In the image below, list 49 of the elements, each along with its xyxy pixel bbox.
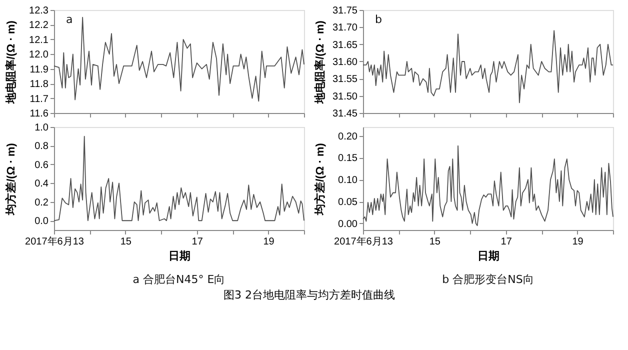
- y-tick-label: 0.15: [338, 153, 358, 164]
- y-tick-label: 11.6: [30, 108, 49, 120]
- y-axis-title: 地电阻率/(Ω · m): [4, 20, 18, 104]
- y-tick-label: 1.0: [34, 122, 49, 134]
- y-tick-label: 31.60: [332, 57, 358, 68]
- line-series: [54, 16, 304, 102]
- caption: 图3 2台地电阻率与均方差时值曲线: [224, 288, 395, 302]
- y-tick-label: 31.55: [332, 74, 358, 86]
- y-tick-label: 31.45: [332, 108, 358, 120]
- y-tick-label: 0.10: [338, 175, 358, 186]
- x-tick-label: 19: [263, 236, 275, 248]
- y-tick-label: 12.2: [29, 20, 49, 32]
- x-axis-title: 日期: [478, 250, 500, 262]
- y-tick-label: 0.4: [34, 178, 49, 190]
- text: b 合肥形变台NS向: [442, 273, 534, 286]
- y-tick-label: 11.9: [30, 64, 49, 76]
- y-axis-title: 均方差/(Ω · m): [4, 142, 18, 216]
- x-axis-title: 日期: [168, 250, 190, 262]
- y-tick-label: 0.6: [34, 160, 49, 171]
- y-tick-label: 31.70: [332, 22, 358, 34]
- y-tick-label: 0.00: [338, 218, 358, 230]
- line-series: [362, 145, 614, 226]
- x-tick-label: 19: [572, 236, 584, 248]
- y-tick-label: 0.8: [34, 141, 49, 152]
- line-series: [362, 30, 614, 104]
- y-tick-label: 0.0: [34, 216, 49, 228]
- text: a 合肥台N45° E向: [132, 273, 226, 286]
- line-series: [54, 136, 304, 222]
- x-tick-label: 2017年6月13: [25, 236, 84, 248]
- y-tick-label: 12.1: [29, 34, 49, 46]
- y-tick-label: 31.50: [332, 91, 358, 102]
- x-tick-label: 2017年6月13: [334, 236, 394, 248]
- annotation: b: [375, 13, 382, 26]
- y-axis-title: 地电阻率/(Ω · m): [314, 20, 326, 104]
- y-tick-label: 12.0: [29, 50, 49, 61]
- y-tick-label: 12.3: [29, 6, 49, 16]
- y-tick-label: 0.05: [338, 197, 358, 208]
- x-tick-label: 17: [500, 236, 512, 248]
- y-axis-title: 均方差/(Ω · m): [314, 142, 326, 216]
- y-tick-label: 0.20: [338, 131, 358, 142]
- y-tick-label: 31.65: [332, 40, 358, 51]
- y-tick-label: 0.2: [34, 197, 49, 208]
- x-tick-label: 15: [120, 236, 132, 248]
- x-tick-label: 17: [192, 236, 204, 248]
- y-tick-label: 31.75: [332, 6, 358, 16]
- annotation: a: [66, 13, 73, 26]
- x-tick-label: 15: [429, 236, 441, 248]
- y-tick-label: 11.7: [30, 94, 49, 105]
- y-tick-label: 11.8: [30, 79, 49, 90]
